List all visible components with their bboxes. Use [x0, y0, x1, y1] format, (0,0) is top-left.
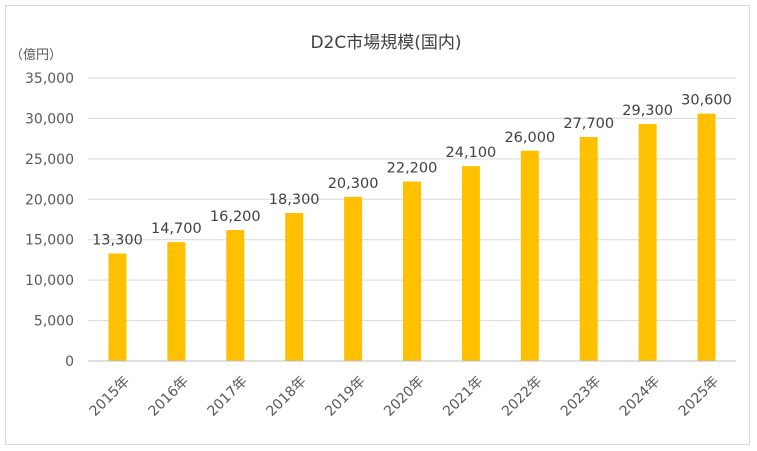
x-tick-label: 2016年 [146, 373, 192, 419]
bar-chart: D2C市場規模(国内) （億円） 13,300 14,700 16,200 18,30… [10, 33, 736, 420]
x-tick-label: 2015年 [87, 373, 133, 419]
x-tick-label: 2017年 [204, 373, 250, 419]
bars [108, 113, 716, 362]
chart-title: D2C市場規模(国内) [310, 33, 461, 53]
y-tick-label: 15,000 [25, 233, 74, 249]
bar [226, 230, 245, 361]
x-tick-label: 2020年 [381, 373, 427, 419]
y-axis-unit-label: （億円） [10, 47, 62, 63]
data-label: 29,300 [622, 103, 673, 119]
data-label: 20,300 [328, 176, 379, 192]
bar [579, 137, 598, 361]
bar [461, 166, 480, 361]
y-tick-label: 0 [65, 354, 74, 370]
data-label: 16,200 [210, 209, 261, 225]
y-tick-label: 25,000 [25, 152, 74, 168]
data-label: 22,200 [387, 160, 438, 176]
bar [638, 124, 657, 362]
y-tick-label: 5,000 [34, 314, 74, 330]
bar [520, 150, 539, 361]
bar [344, 196, 363, 361]
y-tick-label: 35,000 [25, 71, 74, 87]
chart-frame: D2C市場規模(国内) （億円） 13,300 14,700 16,200 18,30… [5, 5, 750, 445]
data-label: 30,600 [681, 93, 732, 109]
data-label: 18,300 [269, 192, 320, 208]
x-axis-ticks: 2015年 2016年 2017年 2018年 2019年 2020年 2021年 2022年… [87, 373, 723, 419]
bar [403, 181, 421, 361]
bar [697, 113, 716, 361]
data-label: 27,700 [563, 116, 614, 132]
bar [108, 253, 127, 361]
x-tick-label: 2019年 [322, 373, 368, 419]
y-tick-label: 10,000 [25, 273, 74, 289]
data-label: 24,100 [446, 145, 497, 161]
x-tick-label: 2023年 [558, 373, 604, 419]
x-tick-label: 2025年 [676, 373, 722, 419]
x-tick-label: 2021年 [440, 373, 486, 419]
y-axis-ticks: 0 5,000 10,000 15,000 20,000 25,000 30,000 35,0… [25, 71, 74, 370]
x-tick-label: 2018年 [263, 373, 309, 419]
data-label: 13,300 [92, 232, 143, 248]
data-label: 26,000 [504, 130, 555, 146]
data-labels: 13,300 14,700 16,200 18,300 20,300 22,200 24,1… [92, 93, 732, 249]
data-label: 14,700 [151, 221, 202, 237]
bar [167, 242, 186, 361]
y-tick-label: 30,000 [25, 111, 74, 127]
x-tick-label: 2024年 [617, 373, 663, 419]
bar [285, 213, 304, 361]
x-tick-label: 2022年 [499, 373, 545, 419]
y-tick-label: 20,000 [25, 192, 74, 208]
